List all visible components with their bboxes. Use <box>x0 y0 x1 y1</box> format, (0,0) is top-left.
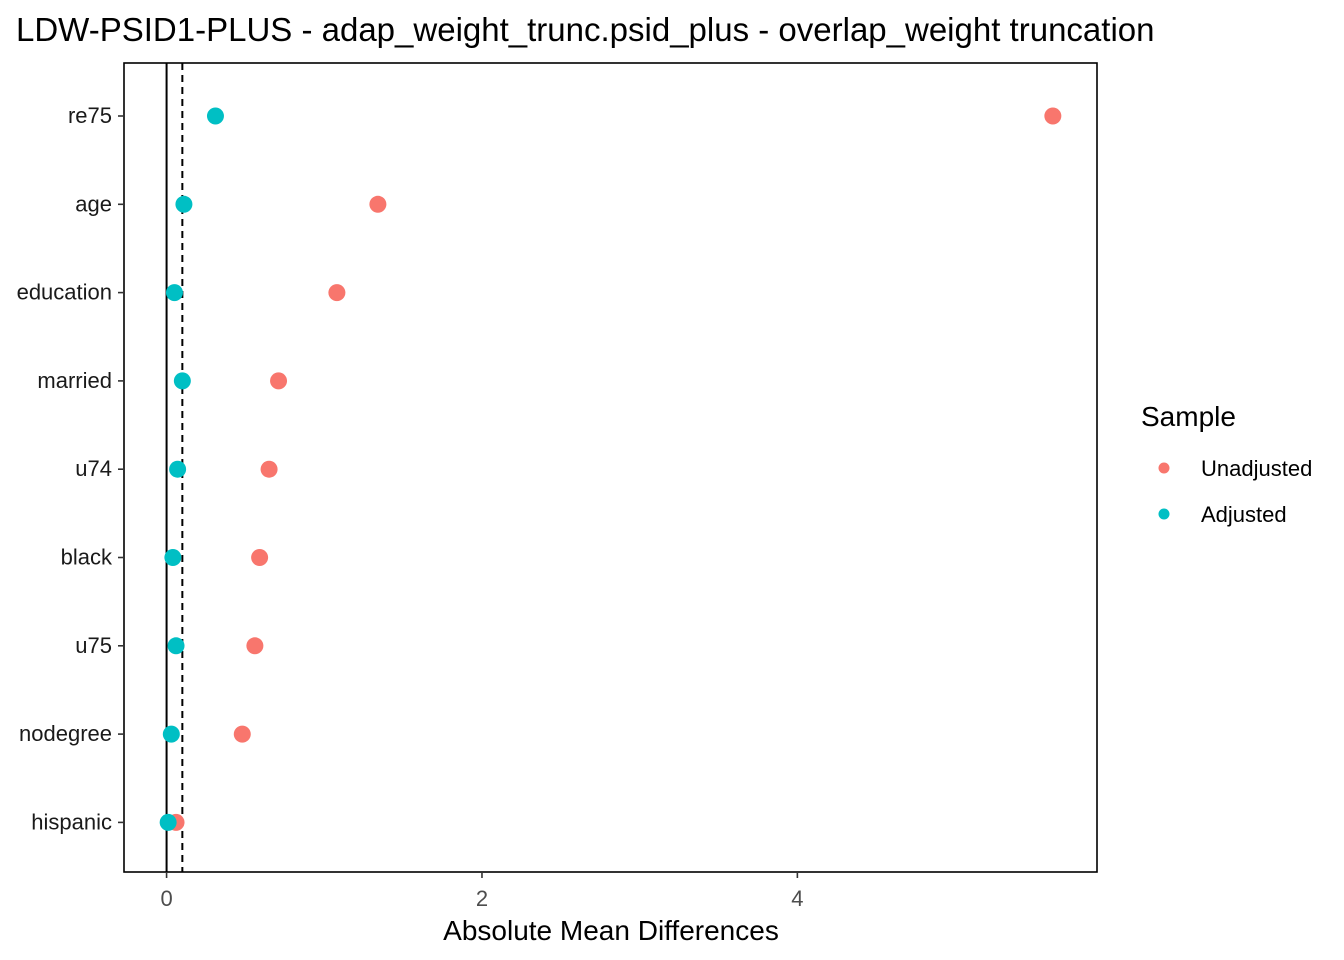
chart-title: LDW-PSID1-PLUS - adap_weight_trunc.psid_… <box>16 11 1154 48</box>
point-unadjusted-education <box>328 284 346 302</box>
point-adjusted-hispanic <box>159 813 177 831</box>
legend-label-adjusted: Adjusted <box>1201 502 1287 527</box>
y-tick-label: hispanic <box>31 809 112 834</box>
point-adjusted-u75 <box>167 637 185 655</box>
y-tick-label: re75 <box>68 103 112 128</box>
point-unadjusted-nodegree <box>233 725 251 743</box>
point-unadjusted-u74 <box>260 460 278 478</box>
point-unadjusted-u75 <box>246 637 264 655</box>
point-adjusted-black <box>164 549 182 566</box>
point-adjusted-age <box>175 195 193 213</box>
x-tick-label: 0 <box>160 886 172 911</box>
legend-key-adjusted <box>1158 508 1170 520</box>
y-tick-label: education <box>17 280 112 305</box>
legend-label-unadjusted: Unadjusted <box>1201 456 1312 481</box>
legend-title: Sample <box>1141 401 1236 432</box>
y-tick-label: black <box>61 545 113 570</box>
y-tick-label: u75 <box>75 633 112 658</box>
point-unadjusted-re75 <box>1044 107 1062 125</box>
point-adjusted-education <box>165 284 183 302</box>
plot-panel: re75 age education married u74 black u75 nodegr… <box>17 62 1098 911</box>
y-tick-label: married <box>37 368 112 393</box>
y-tick-label: nodegree <box>19 721 112 746</box>
point-unadjusted-age <box>369 195 387 213</box>
point-adjusted-married <box>173 372 191 390</box>
x-tick-label: 2 <box>476 886 488 911</box>
legend: Sample Unadjusted Adjusted <box>1141 401 1312 527</box>
y-tick-label: u74 <box>75 456 112 481</box>
point-adjusted-re75 <box>206 107 224 125</box>
panel-border <box>123 62 1098 873</box>
legend-key-unadjusted <box>1158 462 1170 474</box>
point-adjusted-u74 <box>169 460 187 478</box>
x-axis-label: Absolute Mean Differences <box>443 915 779 946</box>
x-tick-label: 4 <box>791 886 803 911</box>
point-unadjusted-black <box>251 549 269 566</box>
point-adjusted-nodegree <box>162 725 180 743</box>
y-tick-label: age <box>75 191 112 216</box>
point-unadjusted-married <box>270 372 288 390</box>
